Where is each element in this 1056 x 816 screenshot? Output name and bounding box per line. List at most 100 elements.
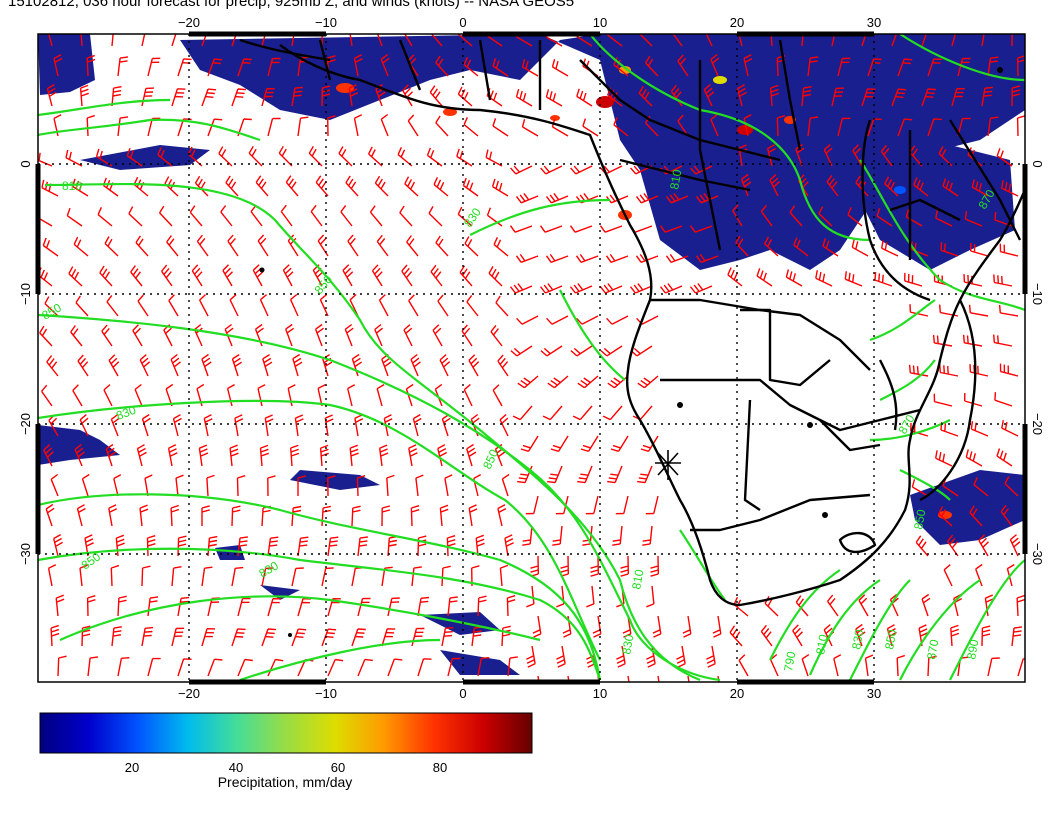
wind-barb bbox=[141, 414, 151, 437]
wind-barb bbox=[770, 34, 773, 47]
wind-barb bbox=[463, 117, 479, 137]
wind-barb bbox=[340, 204, 353, 227]
wind-barb bbox=[406, 235, 419, 257]
wind-barb bbox=[769, 174, 780, 197]
wind-barb bbox=[262, 354, 273, 377]
wind-barb bbox=[1011, 85, 1021, 107]
wind-barb bbox=[490, 324, 503, 347]
wind-barb bbox=[380, 53, 390, 77]
wind-barb bbox=[248, 146, 263, 167]
wind-barb bbox=[818, 206, 833, 227]
wind-barb bbox=[815, 270, 833, 287]
wind-barb bbox=[374, 323, 384, 347]
wind-barb bbox=[951, 88, 965, 107]
wind-barb bbox=[99, 265, 113, 287]
wind-barb bbox=[795, 595, 809, 617]
wind-barb bbox=[981, 34, 985, 47]
wind-barb bbox=[556, 645, 566, 668]
wind-barb bbox=[412, 413, 422, 437]
wind-barb bbox=[410, 353, 421, 377]
wind-barb bbox=[463, 57, 479, 77]
wind-barb bbox=[921, 593, 931, 617]
lon-tick-label: 10 bbox=[593, 686, 607, 701]
wind-barb bbox=[897, 118, 913, 137]
wind-barb bbox=[876, 208, 893, 227]
wind-barb bbox=[134, 383, 143, 407]
wind-barb bbox=[837, 117, 851, 137]
island-dots bbox=[259, 67, 1003, 637]
wind-barb bbox=[191, 264, 203, 287]
wind-barb bbox=[222, 264, 233, 287]
wind-barb bbox=[447, 657, 461, 677]
wind-barb bbox=[207, 535, 218, 557]
wind-barb bbox=[401, 264, 413, 287]
wind-barb bbox=[971, 179, 989, 197]
wind-barb bbox=[291, 86, 303, 107]
wind-barb bbox=[770, 84, 780, 107]
wind-barb bbox=[486, 207, 503, 227]
wind-barb bbox=[68, 266, 83, 287]
wind-barb bbox=[1011, 626, 1023, 647]
wind-barb bbox=[738, 34, 743, 47]
wind-barb bbox=[994, 392, 1013, 407]
wind-barb bbox=[321, 505, 332, 527]
lon-tick-label: −10 bbox=[315, 686, 337, 701]
wind-barb bbox=[522, 525, 533, 546]
wind-barb bbox=[996, 448, 1013, 467]
wind-barb bbox=[294, 414, 304, 437]
lat-tick-label: 0 bbox=[18, 160, 33, 167]
lon-tick-label: 30 bbox=[867, 686, 881, 701]
wind-barb bbox=[236, 475, 246, 497]
wind-barb bbox=[407, 114, 419, 137]
wind-barb bbox=[72, 384, 83, 407]
lat-tick-label: −30 bbox=[1030, 543, 1045, 565]
wind-barb bbox=[732, 204, 743, 227]
wind-barb bbox=[261, 88, 275, 107]
colorbar-tick-label: 60 bbox=[331, 760, 345, 775]
wind-barb bbox=[542, 405, 563, 421]
contour-label: 810 bbox=[629, 568, 646, 590]
wind-barb bbox=[590, 555, 599, 577]
wind-barb bbox=[569, 225, 593, 233]
wind-barb bbox=[497, 354, 509, 377]
wind-barb bbox=[113, 474, 122, 497]
wind-barb bbox=[220, 205, 233, 227]
wind-barb bbox=[435, 55, 449, 77]
wind-barb bbox=[428, 206, 443, 227]
wind-barb bbox=[410, 505, 420, 527]
wind-barb bbox=[144, 474, 153, 497]
wind-barb bbox=[321, 567, 334, 587]
wind-barb bbox=[387, 658, 403, 677]
wind-barb bbox=[229, 294, 239, 317]
wind-barb bbox=[321, 34, 323, 47]
wind-barb bbox=[285, 175, 299, 197]
wind-barb bbox=[435, 115, 449, 137]
wind-barb bbox=[546, 315, 569, 325]
wind-barb bbox=[998, 304, 1019, 317]
wind-barb bbox=[921, 88, 936, 107]
wind-barb bbox=[73, 236, 89, 257]
wind-barb bbox=[987, 116, 999, 137]
wind-barb bbox=[170, 504, 180, 527]
wind-barb bbox=[229, 444, 239, 467]
wind-barb bbox=[319, 294, 329, 317]
wind-barb bbox=[168, 294, 179, 317]
wind-barb bbox=[501, 625, 511, 647]
wind-barb bbox=[86, 54, 96, 77]
wind-barb bbox=[231, 628, 246, 647]
wind-barb bbox=[927, 118, 942, 137]
lat-tick-label: −10 bbox=[1030, 283, 1045, 305]
wind-barb bbox=[526, 645, 536, 668]
wind-barb bbox=[267, 117, 281, 137]
wind-barb bbox=[201, 353, 212, 377]
wind-barb bbox=[946, 534, 959, 557]
wind-barb bbox=[605, 253, 629, 263]
wind-barb bbox=[517, 375, 539, 389]
wind-barb bbox=[381, 628, 396, 647]
wind-barb bbox=[572, 405, 593, 421]
wind-barb bbox=[177, 535, 187, 557]
wind-barb bbox=[81, 473, 90, 497]
wind-barb bbox=[319, 444, 329, 467]
wind-barb bbox=[577, 465, 593, 484]
wind-barb bbox=[255, 175, 269, 197]
